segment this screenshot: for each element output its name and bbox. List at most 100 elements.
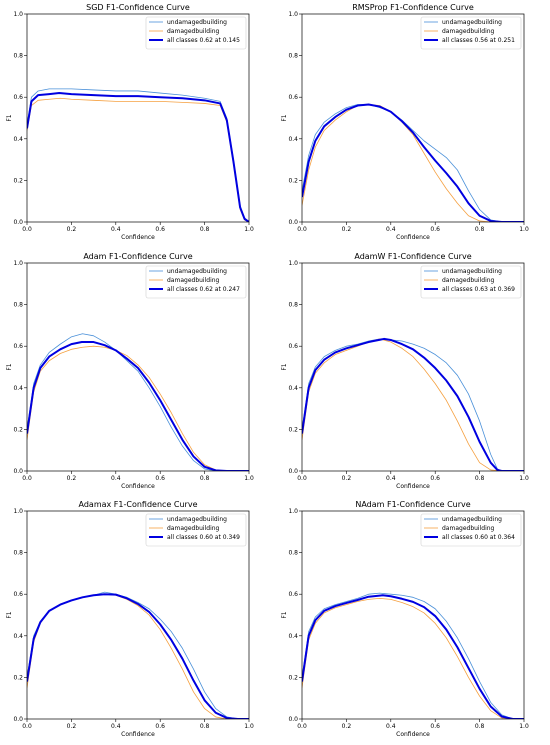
y-tick-label: 0.0: [288, 468, 298, 475]
legend-box: [420, 513, 522, 547]
x-tick-label: 0.2: [67, 226, 77, 233]
legend-label: damagedbuilding: [167, 525, 220, 532]
chart-panel: Adamax F1-Confidence Curve 0.0 0.2 0.4 0.6 0.…: [0, 497, 275, 745]
y-tick-label: 0.2: [13, 674, 23, 681]
y-tick-label: 0.8: [288, 302, 298, 309]
legend-box: [145, 265, 247, 299]
x-axis-label: Confidence: [396, 234, 430, 241]
axes-frame: [26, 262, 250, 472]
series-line-0: [302, 592, 524, 719]
x-tick-label: 0.8: [200, 723, 210, 730]
legend-label: undamagedbuilding: [167, 516, 227, 523]
y-tick-label: 0.8: [288, 550, 298, 557]
y-tick-label: 0.0: [13, 468, 23, 475]
x-tick-label: 0.0: [297, 475, 307, 482]
y-axis-label: F1: [6, 363, 13, 370]
y-tick-label: 0.6: [288, 343, 298, 350]
x-tick-label: 0.4: [111, 226, 121, 233]
chart-svg: NAdam F1-Confidence Curve 0.0 0.2 0.4 0.6 0.8…: [281, 500, 529, 738]
x-tick-label: 0.6: [430, 723, 440, 730]
series-line-1: [302, 338, 524, 471]
legend-label: damagedbuilding: [442, 525, 495, 532]
y-tick-label: 0.2: [288, 177, 298, 184]
series-line-1: [27, 593, 249, 719]
x-tick-label: 1.0: [244, 226, 254, 233]
chart-title: Adamax F1-Confidence Curve: [79, 500, 198, 509]
legend-label: damagedbuilding: [167, 28, 220, 35]
y-tick-label: 0.2: [288, 426, 298, 433]
chart-title: NAdam F1-Confidence Curve: [355, 500, 470, 509]
y-tick-label: 0.6: [13, 343, 23, 350]
y-tick-label: 0.8: [13, 302, 23, 309]
axes-frame: [301, 13, 525, 223]
x-tick-label: 0.6: [430, 226, 440, 233]
legend-label: undamagedbuilding: [167, 268, 227, 275]
legend-label: all classes 0.56 at 0.251: [442, 37, 515, 44]
legend-label: undamagedbuilding: [167, 19, 227, 26]
x-tick-label: 0.8: [200, 226, 210, 233]
chart-svg: SGD F1-Confidence Curve 0.0 0.2 0.4 0.6 0.8 1.…: [6, 3, 254, 241]
x-tick-label: 0.8: [475, 723, 485, 730]
x-tick-label: 0.6: [155, 226, 165, 233]
legend-box: [420, 16, 522, 50]
legend-label: undamagedbuilding: [442, 19, 502, 26]
y-axis-label: F1: [281, 611, 288, 618]
chart-title: Adam F1-Confidence Curve: [83, 252, 192, 261]
x-tick-label: 1.0: [519, 475, 529, 482]
y-tick-label: 0.4: [288, 633, 298, 640]
series-line-2: [27, 92, 249, 222]
y-tick-label: 0.4: [13, 136, 23, 143]
x-tick-label: 0.4: [111, 475, 121, 482]
legend-label: all classes 0.62 at 0.145: [167, 37, 240, 44]
y-tick-label: 0.6: [288, 591, 298, 598]
series-line-0: [27, 88, 249, 222]
y-axis-label: F1: [6, 114, 13, 121]
axes-frame: [301, 510, 525, 720]
legend: undamagedbuilding damagedbuilding all clas…: [145, 513, 247, 547]
series-line-1: [27, 345, 249, 471]
x-tick-label: 0.2: [342, 723, 352, 730]
y-tick-label: 0.6: [13, 591, 23, 598]
legend: undamagedbuilding damagedbuilding all clas…: [420, 16, 522, 50]
y-tick-label: 0.2: [288, 674, 298, 681]
y-tick-label: 0.4: [13, 385, 23, 392]
y-tick-label: 0.6: [13, 94, 23, 101]
y-tick-label: 0.6: [288, 94, 298, 101]
x-tick-label: 0.2: [67, 723, 77, 730]
y-tick-label: 0.8: [13, 550, 23, 557]
series-line-2: [302, 337, 524, 471]
y-tick-label: 1.0: [13, 260, 23, 267]
legend-label: all classes 0.63 at 0.369: [442, 286, 515, 293]
chart-panel: AdamW F1-Confidence Curve 0.0 0.2 0.4 0.6 0.8…: [275, 249, 550, 497]
x-tick-label: 0.4: [386, 475, 396, 482]
x-tick-label: 0.8: [475, 226, 485, 233]
axes-frame: [301, 262, 525, 472]
y-tick-label: 1.0: [13, 11, 23, 18]
legend-label: all classes 0.62 at 0.247: [167, 286, 240, 293]
y-tick-label: 0.2: [13, 426, 23, 433]
x-tick-label: 0.4: [111, 723, 121, 730]
series-line-1: [27, 97, 249, 222]
x-tick-label: 0.6: [155, 475, 165, 482]
legend-label: undamagedbuilding: [442, 516, 502, 523]
legend: undamagedbuilding damagedbuilding all clas…: [145, 265, 247, 299]
x-tick-label: 0.8: [475, 475, 485, 482]
series-line-2: [27, 341, 249, 471]
chart-panel: Adam F1-Confidence Curve 0.0 0.2 0.4 0.6 0.8 1…: [0, 249, 275, 497]
y-axis-label: F1: [6, 611, 13, 618]
x-tick-label: 1.0: [519, 226, 529, 233]
x-axis-label: Confidence: [396, 483, 430, 490]
y-tick-label: 0.4: [288, 385, 298, 392]
series-line-1: [302, 597, 524, 719]
y-tick-label: 0.2: [13, 177, 23, 184]
series-line-0: [27, 333, 249, 471]
y-tick-label: 0.0: [288, 716, 298, 723]
y-axis-label: F1: [281, 363, 288, 370]
series-line-0: [302, 104, 524, 222]
y-tick-label: 0.8: [13, 53, 23, 60]
x-axis-label: Confidence: [121, 234, 155, 241]
legend-label: damagedbuilding: [442, 28, 495, 35]
chart-svg: AdamW F1-Confidence Curve 0.0 0.2 0.4 0.6 0.8…: [281, 252, 529, 490]
y-tick-label: 0.4: [288, 136, 298, 143]
legend-label: damagedbuilding: [167, 277, 220, 284]
